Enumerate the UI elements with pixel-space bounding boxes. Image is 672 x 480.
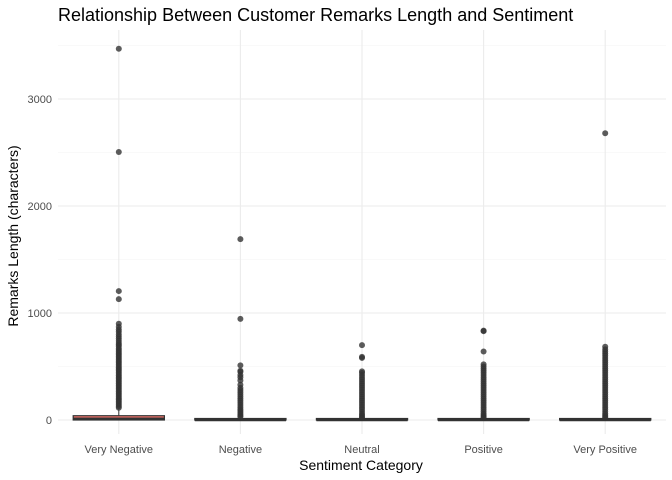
outlier-point [480,414,487,421]
outlier-point [115,45,122,52]
x-axis-ticks: Very Negative Negative Neutral Positive Very… [85,444,637,456]
y-tick-label: 0 [46,415,52,427]
outlier-point [602,130,609,137]
y-axis-title: Remarks Length (characters) [5,145,21,326]
outlier-point [359,414,365,421]
outlier-points [115,45,609,421]
x-tick-label: Very Positive [573,444,637,456]
outlier-point [237,413,244,420]
y-tick-label: 3000 [28,94,52,106]
x-tick-label: Negative [219,444,262,456]
outlier-point [115,148,122,155]
box-very-negative [72,409,165,421]
x-axis-title: Sentiment Category [299,457,423,473]
outlier-point [480,328,487,335]
y-tick-label: 1000 [28,308,52,320]
x-tick-label: Neutral [344,444,379,456]
outlier-point [359,342,365,349]
outlier-point [359,354,365,361]
x-tick-label: Positive [464,444,503,456]
outlier-point [602,414,609,421]
outlier-point [480,348,487,355]
y-axis-ticks: 0 1000 2000 3000 [28,94,52,427]
outlier-point [115,404,122,411]
outlier-point [237,236,244,243]
x-tick-label: Very Negative [85,444,153,456]
outlier-point [115,288,122,295]
outlier-point [237,377,244,384]
outlier-point [237,315,244,322]
outlier-point [115,296,122,303]
y-tick-label: 2000 [28,201,52,213]
chart-title: Relationship Between Customer Remarks Le… [58,5,573,25]
outlier-point [237,362,244,369]
